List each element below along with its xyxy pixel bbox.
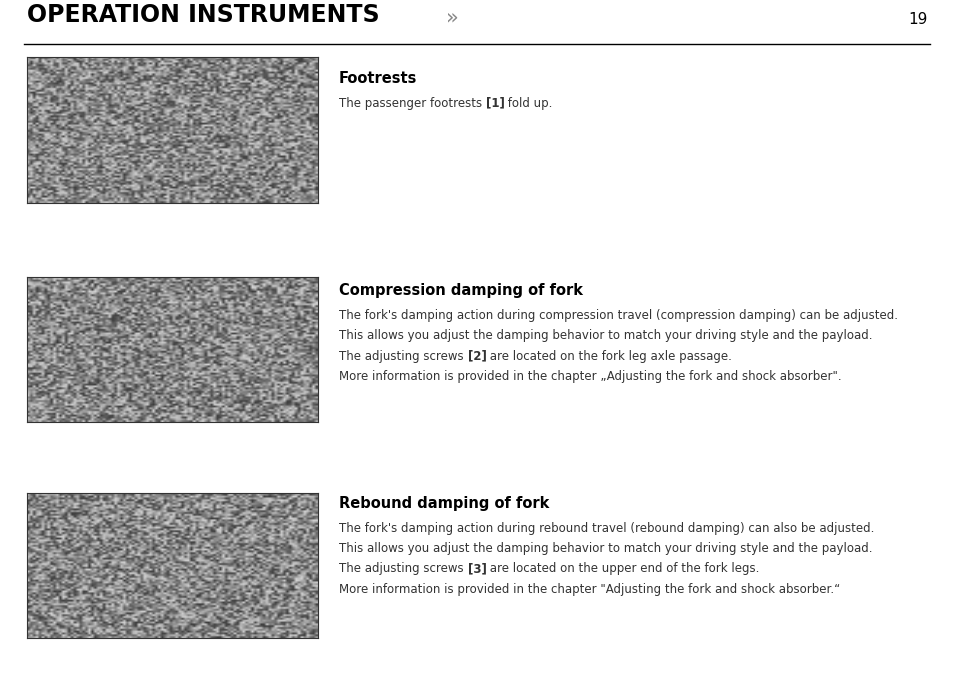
Text: This allows you adjust the damping behavior to match your driving style and the : This allows you adjust the damping behav…: [338, 329, 871, 342]
Text: The adjusting screws: The adjusting screws: [338, 562, 467, 575]
Text: Rebound damping of fork: Rebound damping of fork: [338, 496, 549, 511]
Text: are located on the upper end of the fork legs.: are located on the upper end of the fork…: [485, 562, 759, 575]
Bar: [69, 543, 90, 558]
Text: 3: 3: [75, 546, 82, 556]
Bar: [69, 342, 90, 356]
Text: The fork's damping action during compression travel (compression damping) can be: The fork's damping action during compres…: [338, 309, 897, 322]
Text: are located on the fork leg axle passage.: are located on the fork leg axle passage…: [485, 350, 731, 362]
Bar: [226, 119, 247, 134]
Text: The adjusting screws: The adjusting screws: [338, 350, 467, 362]
Text: The fork's damping action during rebound travel (rebound damping) can also be ad: The fork's damping action during rebound…: [338, 522, 873, 535]
Text: 19: 19: [907, 12, 926, 27]
Text: Footrests: Footrests: [338, 71, 416, 86]
Text: OPERATION INSTRUMENTS: OPERATION INSTRUMENTS: [27, 3, 379, 27]
Text: [2]: [2]: [467, 350, 486, 362]
Text: [3]: [3]: [467, 562, 486, 575]
Text: 1: 1: [233, 122, 239, 132]
Text: The passenger footrests: The passenger footrests: [338, 97, 485, 109]
Text: This allows you adjust the damping behavior to match your driving style and the : This allows you adjust the damping behav…: [338, 542, 871, 555]
Text: 2: 2: [75, 344, 82, 354]
Text: »: »: [446, 7, 458, 27]
Text: More information is provided in the chapter „Adjusting the fork and shock absorb: More information is provided in the chap…: [338, 370, 841, 383]
Text: [1]: [1]: [485, 97, 504, 109]
Text: More information is provided in the chapter "Adjusting the fork and shock absorb: More information is provided in the chap…: [338, 583, 839, 595]
Text: fold up.: fold up.: [504, 97, 552, 109]
Text: Compression damping of fork: Compression damping of fork: [338, 284, 582, 298]
